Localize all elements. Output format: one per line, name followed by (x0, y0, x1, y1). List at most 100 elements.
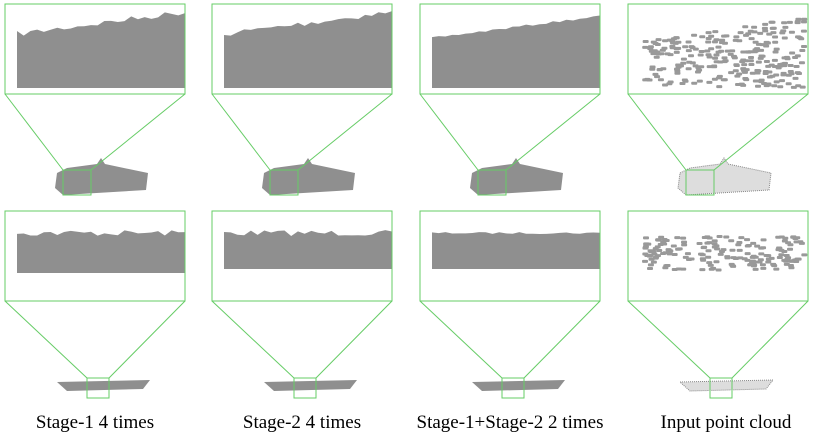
object (57, 380, 150, 391)
detail-box (709, 377, 733, 399)
point (766, 75, 773, 79)
panel (419, 3, 601, 196)
point (697, 53, 704, 57)
point (743, 33, 750, 37)
point (712, 56, 719, 60)
point (714, 247, 721, 251)
point (670, 37, 677, 41)
point (675, 40, 682, 44)
zoom-cloud (432, 232, 600, 269)
point (650, 260, 657, 264)
point (657, 242, 664, 246)
point (740, 50, 747, 54)
point (724, 255, 731, 259)
point (696, 79, 703, 83)
point (747, 29, 754, 33)
zoom-line (211, 93, 271, 171)
point (715, 45, 722, 49)
point (700, 246, 707, 250)
caption: Stage-1+Stage-2 2 times (417, 412, 604, 433)
point (673, 50, 680, 54)
point (696, 242, 703, 246)
point (645, 242, 652, 246)
point (729, 248, 736, 252)
object (470, 158, 563, 195)
point (691, 81, 698, 85)
point (801, 45, 808, 49)
zoom-box (4, 3, 186, 95)
point (716, 235, 723, 239)
point (742, 59, 749, 63)
point (733, 35, 740, 39)
point (772, 50, 779, 54)
point (744, 258, 751, 262)
point (711, 40, 718, 44)
point (720, 78, 727, 82)
zoom-line (419, 93, 479, 171)
zoom-line (419, 300, 503, 379)
point (781, 36, 788, 40)
point (691, 33, 698, 37)
point (744, 238, 751, 242)
point (708, 47, 715, 51)
point (794, 236, 801, 240)
point (788, 30, 795, 34)
point (646, 254, 653, 258)
point (734, 74, 741, 78)
point (749, 255, 756, 259)
point (798, 61, 805, 65)
point (706, 80, 713, 84)
point (723, 235, 730, 239)
object (264, 380, 357, 391)
point (659, 48, 666, 52)
point (670, 41, 677, 45)
point (775, 66, 782, 70)
zoom-line (108, 300, 186, 379)
point (681, 240, 688, 244)
detail-box (501, 377, 525, 399)
point (664, 263, 671, 267)
zoom-line (315, 300, 393, 379)
point (754, 69, 761, 73)
point (721, 34, 728, 38)
point (667, 80, 674, 84)
point (642, 259, 649, 263)
point (698, 49, 705, 53)
point (761, 26, 768, 30)
point (713, 60, 720, 64)
point (662, 83, 669, 87)
point (706, 55, 713, 59)
point (648, 257, 655, 261)
zoom-line (627, 300, 711, 379)
point (642, 252, 649, 256)
panel (627, 3, 809, 196)
point (660, 67, 667, 71)
point (706, 261, 713, 265)
point (801, 253, 808, 257)
point (647, 47, 654, 51)
point (792, 55, 799, 59)
point (662, 39, 669, 43)
detail-box (62, 169, 92, 196)
point (785, 73, 792, 77)
point (787, 64, 794, 68)
point (718, 49, 725, 53)
point (787, 247, 794, 251)
panel (4, 3, 186, 196)
point (785, 256, 792, 260)
point (749, 262, 756, 266)
point (707, 263, 714, 267)
point (736, 248, 743, 252)
point (720, 248, 727, 252)
point (698, 252, 705, 256)
point (788, 259, 795, 263)
point (766, 32, 773, 36)
point (642, 246, 649, 250)
point (762, 72, 769, 76)
point (738, 236, 745, 240)
point (728, 239, 735, 243)
point (695, 70, 702, 74)
panel (419, 210, 601, 399)
point (759, 263, 766, 267)
point (684, 252, 691, 256)
